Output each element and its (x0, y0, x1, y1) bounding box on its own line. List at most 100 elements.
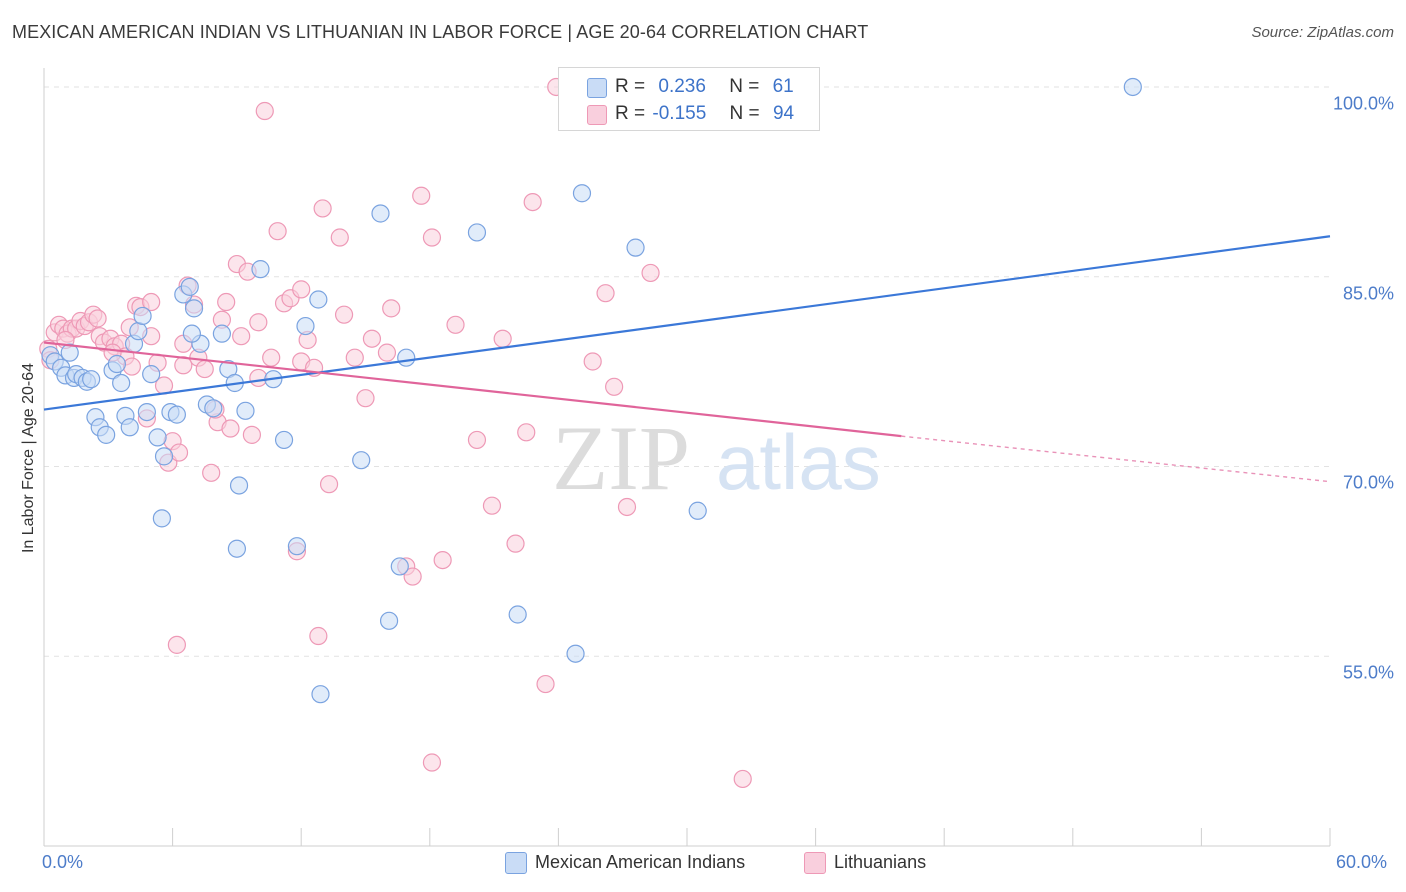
lithuanian-point (377, 343, 397, 362)
lithuanian-point (536, 674, 555, 694)
mexican-american-indian-point (352, 451, 371, 470)
mexican-american-indian-point (572, 184, 592, 203)
mexican-american-indian-point (180, 277, 199, 296)
mexican-american-indian-point (397, 348, 416, 367)
lithuanian-point (313, 199, 332, 218)
mexican-american-indian-point (508, 605, 527, 624)
mexican-american-indian-point (1123, 77, 1142, 97)
legend-n-label: N = (729, 76, 760, 97)
lithuanian-point (88, 309, 107, 328)
lithuanian-point (319, 475, 339, 494)
lithuanian-point (433, 551, 452, 570)
y-tick-label: 85.0% (1342, 283, 1394, 304)
legend-r-label: R = (615, 103, 646, 124)
mexican-american-indian-point (227, 539, 246, 558)
lithuanian-point (169, 443, 189, 462)
lithuanian-point (309, 626, 328, 646)
y-tick-label: 55.0% (1342, 662, 1394, 683)
correlation-legend: R = 0.236 N = 61 R = -0.155 N = 94 (558, 67, 820, 131)
mexican-american-indian-point (82, 370, 101, 389)
lithuanian-point (262, 348, 281, 367)
lithuanian-point (217, 292, 236, 312)
mexican-american-indian-point (129, 322, 148, 341)
lithuanian-point (596, 284, 615, 303)
y-tick-label: 100.0% (1332, 93, 1394, 114)
mexican-american-indian-point (287, 537, 307, 556)
mexican-american-indian-point (182, 324, 201, 343)
mexican-american-indian-point (229, 476, 249, 495)
mexican-american-indian-point (152, 509, 171, 528)
mexican-american-indian-point (148, 428, 167, 447)
lithuanian-point (221, 419, 240, 438)
bottom-legend-swatch-pink (804, 852, 826, 874)
lithuanian-point (583, 352, 602, 371)
mexican-american-indian-point (167, 405, 186, 424)
bottom-legend-blue: Mexican American Indians (505, 852, 745, 874)
lithuanian-point (268, 222, 287, 241)
lithuanian-point (167, 635, 186, 654)
legend-row-blue: R = 0.236 N = 61 (587, 76, 794, 98)
lithuanian-point (605, 377, 624, 396)
mexican-american-indian-point (204, 399, 223, 418)
mexican-american-indian-point (60, 343, 79, 362)
lithuanian-point (467, 430, 487, 450)
lithuanian-point (292, 280, 311, 299)
lithuanian-point (517, 423, 536, 442)
watermark-zip: ZIP (552, 407, 690, 509)
mexican-american-indian-point (184, 299, 204, 318)
lithuanians-points (39, 77, 752, 789)
lithuanian-point (232, 327, 251, 346)
y-tick-label: 70.0% (1342, 472, 1394, 493)
mexican-american-indian-point (379, 611, 399, 630)
lithuanian-point (356, 389, 375, 408)
lithuanian-point (422, 753, 442, 772)
lithuanians-trendline-extension (901, 435, 1331, 483)
legend-n-label: N = (729, 103, 760, 124)
x-tick-marks (43, 828, 1331, 846)
lithuanian-point (334, 305, 354, 324)
legend-r-label: R = (615, 76, 646, 97)
mexican-american-indian-point (309, 290, 328, 309)
mexican-american-indian-point (371, 204, 390, 223)
trendlines (43, 235, 1331, 483)
lithuanian-point (242, 425, 262, 444)
x-tick-label: 0.0% (42, 852, 84, 872)
watermark: ZIP atlas (552, 407, 881, 509)
bottom-legend-pink-label: Lithuanians (834, 852, 927, 872)
mexican-american-indian-point (212, 324, 231, 343)
mexican-american-indian-point (137, 402, 156, 422)
lithuanian-point (249, 368, 268, 388)
lithuanian-point (422, 228, 442, 247)
legend-swatch-pink (587, 105, 607, 125)
bottom-legend-swatch-blue (505, 852, 527, 874)
source-credit: Source: ZipAtlas.com (1251, 24, 1394, 41)
lithuanian-point (330, 228, 349, 247)
lithuanian-point (142, 292, 161, 312)
y-axis-label: In Labor Force | Age 20-64 (20, 362, 37, 554)
legend-swatch-blue (587, 78, 607, 98)
mexican-american-indian-point (274, 430, 294, 450)
mexican-american-indian-point (107, 354, 126, 374)
lithuanian-point (641, 263, 660, 283)
mexican-american-indian-point (467, 223, 487, 242)
lithuanian-point (733, 769, 752, 789)
lithuanian-point (617, 497, 637, 517)
lithuanian-point (446, 315, 465, 334)
mexican-american-indian-point (626, 238, 645, 257)
lithuanian-point (403, 567, 422, 586)
legend-pink-r-value: -0.155 (652, 103, 707, 124)
lithuanian-point (345, 348, 364, 367)
lithuanian-point (255, 101, 274, 121)
mexican-american-indian-point (236, 401, 255, 420)
mexican-american-indian-point (688, 501, 707, 520)
chart-title: MEXICAN AMERICAN INDIAN VS LITHUANIAN IN… (12, 22, 869, 42)
mexican-american-indian-point (142, 365, 161, 384)
mexican-american-indian-point (251, 260, 270, 279)
lithuanian-point (122, 357, 141, 376)
mexican-american-indians-points (41, 77, 1142, 704)
mexican-american-indian-point (97, 425, 116, 444)
legend-blue-n-value: 61 (772, 76, 794, 97)
lithuanian-point (412, 186, 431, 205)
legend-blue-r-value: 0.236 (658, 76, 706, 97)
